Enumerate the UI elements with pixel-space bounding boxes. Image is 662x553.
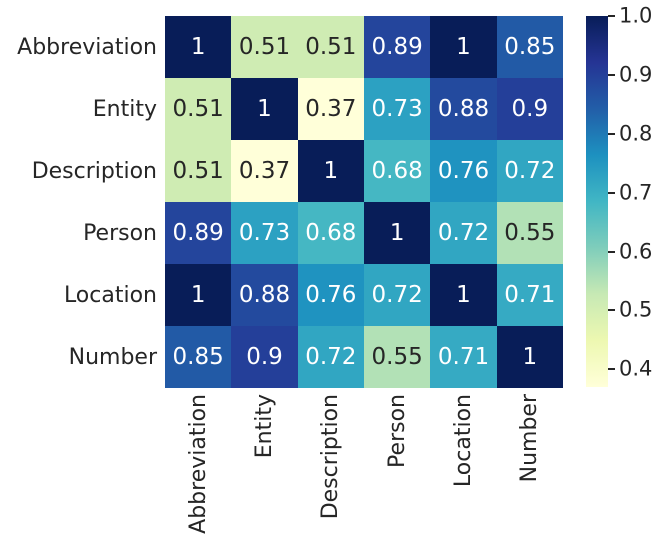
x-tick-slot: Number (497, 394, 563, 546)
heatmap-cell: 0.72 (297, 326, 364, 388)
colorbar-tick-mark (608, 309, 615, 312)
colorbar-tick-label: 0.9 (619, 62, 653, 87)
heatmap-cell: 1 (231, 78, 298, 140)
colorbar-tick-label: 0.4 (619, 356, 653, 381)
heatmap-cell: 0.37 (297, 78, 364, 140)
heatmap-cell: 0.89 (364, 16, 431, 78)
x-tick-label: Abbreviation (185, 394, 211, 534)
heatmap-grid: 1 0.51 0.51 0.89 1 0.85 0.51 1 0.37 0.73 0.88 0.9 0.… (165, 16, 563, 388)
heatmap-cell: 0.72 (364, 264, 431, 326)
colorbar-tick-mark (608, 368, 615, 371)
heatmap-cell: 0.9 (231, 326, 298, 388)
heatmap-cell: 0.51 (165, 140, 232, 202)
heatmap-cell: 0.72 (430, 202, 497, 264)
heatmap-cell: 0.55 (364, 326, 431, 388)
heatmap-cell: 1 (430, 16, 497, 78)
heatmap-cell: 1 (430, 264, 497, 326)
y-tick-label: Person (83, 220, 157, 246)
heatmap-cell: 1 (496, 326, 563, 388)
colorbar-tick-label: 1.0 (619, 3, 653, 28)
heatmap-cell: 0.51 (297, 16, 364, 78)
heatmap-cell: 0.51 (165, 78, 232, 140)
colorbar-tick-mark (608, 132, 615, 135)
y-axis-tick-labels: Abbreviation Entity Description Person Locat… (0, 16, 157, 388)
heatmap-cell: 0.72 (496, 140, 563, 202)
heatmap-cell: 0.68 (364, 140, 431, 202)
heatmap-cell: 0.76 (430, 140, 497, 202)
x-tick-slot: Abbreviation (165, 394, 231, 546)
x-tick-label: Entity (251, 394, 277, 459)
heatmap-cell: 0.89 (165, 202, 232, 264)
heatmap-cell: 1 (165, 264, 232, 326)
heatmap-cell: 0.71 (496, 264, 563, 326)
heatmap-cell: 0.73 (364, 78, 431, 140)
heatmap-cell: 1 (297, 140, 364, 202)
colorbar-tick-label: 0.8 (619, 121, 653, 146)
x-axis-tick-labels: Abbreviation Entity Description Person Locat… (165, 394, 563, 546)
heatmap-cell: 1 (165, 16, 232, 78)
heatmap-cell: 0.37 (231, 140, 298, 202)
y-tick-label: Description (31, 158, 157, 184)
colorbar (586, 16, 608, 387)
colorbar-tick-label: 0.6 (619, 239, 653, 264)
heatmap-cell: 0.88 (231, 264, 298, 326)
y-tick-label: Entity (92, 96, 157, 122)
x-tick-slot: Description (298, 394, 364, 546)
heatmap-cell: 0.85 (496, 16, 563, 78)
heatmap-cell: 1 (364, 202, 431, 264)
y-tick-label: Abbreviation (17, 34, 157, 60)
colorbar-tick-mark (608, 250, 615, 253)
x-tick-slot: Person (364, 394, 430, 546)
colorbar-tick-mark (608, 191, 615, 194)
heatmap-cell: 0.88 (430, 78, 497, 140)
colorbar-tick-label: 0.7 (619, 180, 653, 205)
heatmap-cell: 0.71 (430, 326, 497, 388)
heatmap-cell: 0.51 (231, 16, 298, 78)
x-tick-slot: Location (430, 394, 496, 546)
x-tick-label: Description (318, 394, 344, 520)
x-tick-label: Person (384, 394, 410, 468)
heatmap-cell: 0.68 (297, 202, 364, 264)
heatmap-cell: 0.9 (496, 78, 563, 140)
colorbar-tick-label: 0.5 (619, 297, 653, 322)
x-tick-label: Number (517, 394, 543, 483)
colorbar-tick-mark (608, 73, 615, 76)
y-tick-label: Location (63, 282, 157, 308)
y-tick-label: Number (68, 344, 157, 370)
heatmap-cell: 0.55 (496, 202, 563, 264)
x-tick-label: Location (450, 394, 476, 488)
colorbar-tick-mark (608, 15, 615, 17)
heatmap-cell: 0.73 (231, 202, 298, 264)
heatmap-cell: 0.85 (165, 326, 232, 388)
x-tick-slot: Entity (231, 394, 297, 546)
heatmap-cell: 0.76 (297, 264, 364, 326)
